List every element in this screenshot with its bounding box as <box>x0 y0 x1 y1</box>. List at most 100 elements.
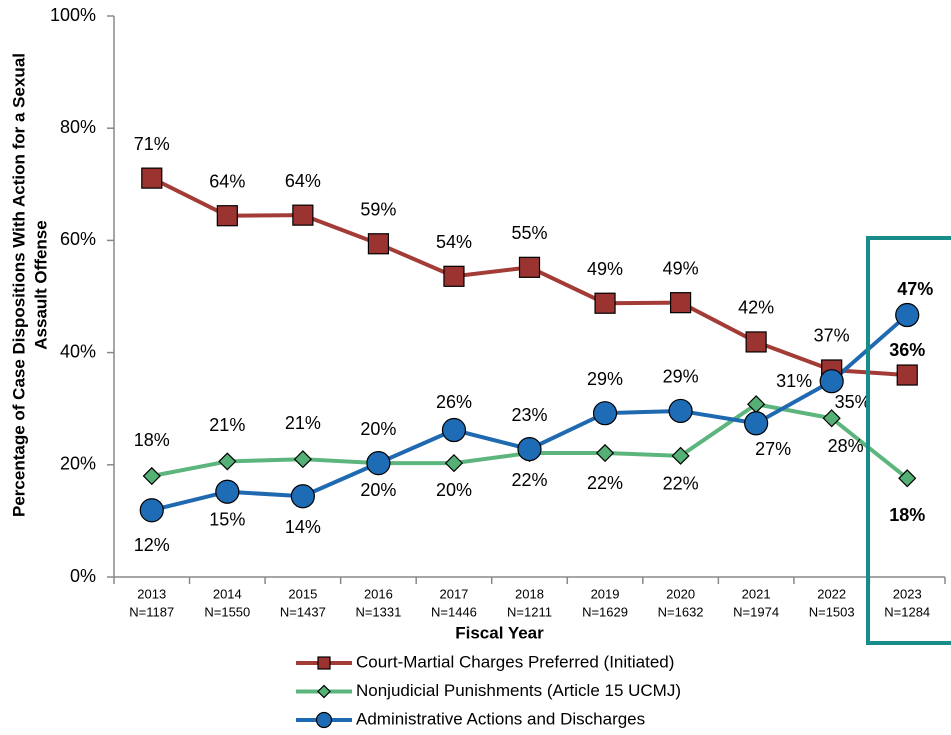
y-tick-label: 80% <box>60 117 96 137</box>
data-point <box>443 265 465 287</box>
data-point <box>517 436 542 462</box>
legend-marker <box>317 684 331 699</box>
legend-label: Court-Martial Charges Preferred (Initiat… <box>356 652 674 671</box>
data-label: 29% <box>663 367 699 387</box>
x-axis-title: Fiscal Year <box>455 623 544 642</box>
data-label: 22% <box>511 470 547 490</box>
x-tick-label: 2018 <box>515 586 544 601</box>
y-tick-label: 100% <box>50 5 96 25</box>
x-tick-label: 2015 <box>288 586 317 601</box>
data-point <box>668 398 693 424</box>
legend-label: Nonjudicial Punishments (Article 15 UCMJ… <box>356 681 681 700</box>
data-point <box>595 443 615 463</box>
data-label: 42% <box>738 298 774 318</box>
y-tick-label: 20% <box>60 454 96 474</box>
data-point <box>898 469 917 488</box>
x-tick-sublabel: N=1446 <box>431 604 477 619</box>
data-label: 18% <box>134 430 170 450</box>
data-point <box>215 479 240 504</box>
data-point <box>671 446 690 465</box>
x-tick-label: 2023 <box>893 586 922 601</box>
x-tick-label: 2020 <box>666 586 695 601</box>
data-point <box>594 292 616 314</box>
y-tick-label: 40% <box>60 341 96 361</box>
x-tick-label: 2014 <box>213 586 242 601</box>
data-point <box>441 417 467 443</box>
data-point <box>592 401 618 426</box>
x-tick-label: 2016 <box>364 586 393 601</box>
y-tick-label: 60% <box>60 229 96 249</box>
data-point <box>292 204 314 226</box>
data-label: 15% <box>209 509 245 529</box>
data-point <box>141 167 163 189</box>
data-point <box>669 292 692 314</box>
data-point <box>218 452 237 471</box>
data-point <box>142 466 161 486</box>
x-tick-sublabel: N=1629 <box>582 604 628 619</box>
x-tick-sublabel: N=1550 <box>204 604 250 619</box>
data-label: 59% <box>360 200 396 220</box>
data-point <box>896 364 918 386</box>
data-label: 55% <box>511 223 547 243</box>
highlight-box <box>866 236 951 645</box>
data-label: 47% <box>897 279 933 299</box>
x-tick-label: 2022 <box>817 586 846 601</box>
data-label: 27% <box>755 439 791 459</box>
data-point <box>139 498 164 523</box>
data-label: 64% <box>209 171 245 191</box>
data-label: 28% <box>828 436 864 456</box>
data-point <box>518 256 541 278</box>
y-axis-title: Percentage of Case Dispositions With Act… <box>9 53 28 517</box>
data-label: 54% <box>436 232 472 252</box>
data-label: 49% <box>663 258 699 278</box>
data-label: 20% <box>360 480 396 500</box>
data-label: 35% <box>835 392 871 412</box>
data-label: 22% <box>587 473 623 493</box>
data-label: 20% <box>436 480 472 500</box>
data-label: 20% <box>360 419 396 439</box>
x-tick-label: 2017 <box>439 586 468 601</box>
data-point <box>895 302 920 328</box>
data-point <box>444 454 464 473</box>
data-point <box>366 451 391 476</box>
x-tick-sublabel: N=1284 <box>884 604 930 619</box>
data-label: 18% <box>889 505 925 525</box>
x-tick-label: 2019 <box>591 586 620 601</box>
data-label: 37% <box>814 326 850 346</box>
data-point <box>745 331 767 353</box>
y-tick-label: 0% <box>70 566 96 586</box>
x-tick-label: 2013 <box>137 586 166 601</box>
data-label: 21% <box>285 413 321 433</box>
x-tick-label: 2021 <box>742 586 771 601</box>
data-point <box>822 409 841 428</box>
x-tick-sublabel: N=1331 <box>355 604 401 619</box>
legend-marker <box>315 711 333 729</box>
data-label: 23% <box>511 405 547 425</box>
legend-marker <box>317 656 331 670</box>
x-tick-sublabel: N=1632 <box>658 604 704 619</box>
data-label: 21% <box>209 415 245 435</box>
data-point <box>744 411 769 436</box>
data-label: 49% <box>587 259 623 279</box>
data-label: 14% <box>285 517 321 537</box>
data-point <box>819 369 844 394</box>
data-label: 22% <box>663 474 699 494</box>
data-label: 12% <box>134 535 170 555</box>
legend-label: Administrative Actions and Discharges <box>356 709 645 728</box>
data-point <box>216 205 238 227</box>
data-label: 64% <box>285 171 321 191</box>
x-tick-sublabel: N=1974 <box>733 604 779 619</box>
data-point <box>367 233 390 255</box>
x-tick-sublabel: N=1437 <box>280 604 326 619</box>
data-label: 31% <box>776 371 812 391</box>
data-point <box>293 450 312 469</box>
x-tick-sublabel: N=1211 <box>507 604 552 619</box>
x-tick-sublabel: N=1503 <box>809 604 855 619</box>
x-tick-sublabel: N=1187 <box>129 604 174 619</box>
data-point <box>290 484 315 509</box>
data-label: 26% <box>436 392 472 412</box>
data-label: 71% <box>134 134 170 154</box>
y-axis-title: Assault Offense <box>31 220 50 349</box>
data-label: 29% <box>587 369 623 389</box>
